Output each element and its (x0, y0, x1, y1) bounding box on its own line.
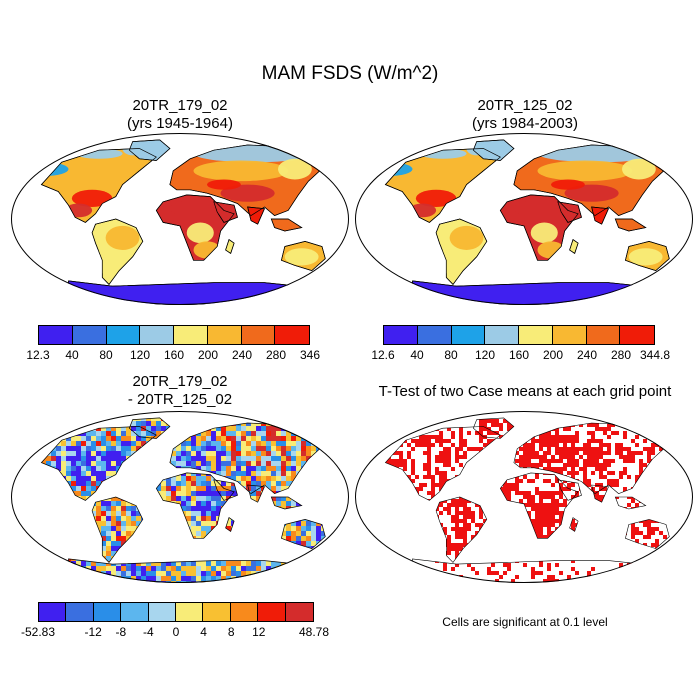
map-panel-ttest (355, 411, 693, 583)
colorbar-swatch (451, 326, 486, 344)
map-globe-outline (11, 411, 349, 583)
colorbar-swatch (258, 603, 286, 621)
colorbar-swatch (485, 326, 519, 344)
cb3-tick: 48.78 (298, 625, 330, 639)
panel-title-1: 20TR_179_02 (yrs 1945-1964) (45, 97, 315, 133)
colorbar-swatch (620, 326, 654, 344)
panel-title-2: 20TR_125_02 (yrs 1984-2003) (390, 97, 660, 133)
significance-note: Cells are significant at 0.1 level (442, 615, 608, 629)
cb1-tick: 120 (129, 348, 151, 362)
colorbar-case2-labels: 12.6 40 80 120 160 200 240 280 344.8 (371, 348, 670, 364)
cb1-tick: 160 (163, 348, 185, 362)
colorbar-swatch (66, 603, 94, 621)
map-panel-difference (11, 411, 349, 583)
map-globe-outline (11, 133, 349, 305)
panel-title-4-line1: T-Test of two Case means at each grid po… (378, 383, 672, 400)
colorbar-swatch (148, 603, 176, 621)
colorbar-swatch (417, 326, 452, 344)
colorbar-swatch (121, 603, 149, 621)
cb3-tick: 8 (227, 625, 235, 639)
panel-title-1-line2: (yrs 1945-1964) (127, 115, 233, 132)
colorbar-swatch (285, 603, 313, 621)
colorbar-swatch (241, 326, 276, 344)
cb2-tick: 280 (610, 348, 632, 362)
colorbar-swatch (207, 326, 242, 344)
cb3-tick: -4 (143, 625, 154, 639)
panel-title-3-line2: - 20TR_125_02 (127, 391, 233, 408)
cb2-tick: 80 (444, 348, 458, 362)
colorbar-case1 (38, 325, 310, 345)
colorbar-difference-labels: -52.83 -12 -8 -4 0 4 8 12 48.78 (21, 625, 329, 641)
cb3-tick: -12 (84, 625, 102, 639)
colorbar-swatch (552, 326, 587, 344)
colorbar-difference (38, 602, 314, 622)
cb2-tick: 344.8 (639, 348, 671, 362)
panel-title-3: 20TR_179_02 - 20TR_125_02 (45, 373, 315, 409)
map-globe-outline (355, 133, 693, 305)
cb3-tick: 4 (200, 625, 207, 639)
panel-title-2-line2: (yrs 1984-2003) (472, 115, 578, 132)
colorbar-swatch (93, 603, 122, 621)
cb2-tick: 12.6 (371, 348, 395, 362)
colorbar-swatch (140, 326, 174, 344)
cb1-tick: 80 (99, 348, 113, 362)
cb1-tick: 346 (299, 348, 321, 362)
colorbar-swatch (174, 326, 208, 344)
cb2-tick: 200 (542, 348, 564, 362)
cb1-tick: 40 (65, 348, 79, 362)
colorbar-swatch (39, 603, 67, 621)
colorbar-swatch (519, 326, 553, 344)
panel-title-4: T-Test of two Case means at each grid po… (345, 383, 700, 401)
colorbar-swatch (586, 326, 621, 344)
panel-title-1-line1: 20TR_179_02 (132, 97, 228, 114)
cb1-tick: 280 (265, 348, 287, 362)
field-overlay (41, 141, 319, 275)
cb2-tick: 40 (410, 348, 424, 362)
cb3-tick: 12 (252, 625, 266, 639)
cb3-tick: -8 (115, 625, 127, 639)
cb1-tick: 240 (231, 348, 253, 362)
map-panel-case2 (355, 133, 693, 305)
figure-title: MAM FSDS (W/m^2) (261, 63, 439, 84)
colorbar-swatch (176, 603, 204, 621)
cb3-tick: 0 (172, 625, 180, 639)
colorbar-case1-labels: 12.3 40 80 120 160 200 240 280 346 (26, 348, 320, 364)
colorbar-swatch (72, 326, 107, 344)
cb3-tick: -52.83 (20, 625, 56, 639)
panel-title-2-line1: 20TR_125_02 (477, 97, 573, 114)
cb2-tick: 160 (508, 348, 530, 362)
map-panel-case1 (11, 133, 349, 305)
colorbar-swatch (230, 603, 259, 621)
map-globe-outline (355, 411, 693, 583)
cb1-tick: 12.3 (26, 348, 50, 362)
cb1-tick: 200 (197, 348, 219, 362)
cb2-tick: 120 (474, 348, 496, 362)
panel-title-3-line1: 20TR_179_02 (132, 373, 228, 390)
colorbar-case2 (383, 325, 655, 345)
colorbar-swatch (384, 326, 418, 344)
colorbar-swatch (275, 326, 309, 344)
cb2-tick: 240 (576, 348, 598, 362)
colorbar-swatch (39, 326, 73, 344)
colorbar-swatch (106, 326, 141, 344)
colorbar-swatch (203, 603, 231, 621)
